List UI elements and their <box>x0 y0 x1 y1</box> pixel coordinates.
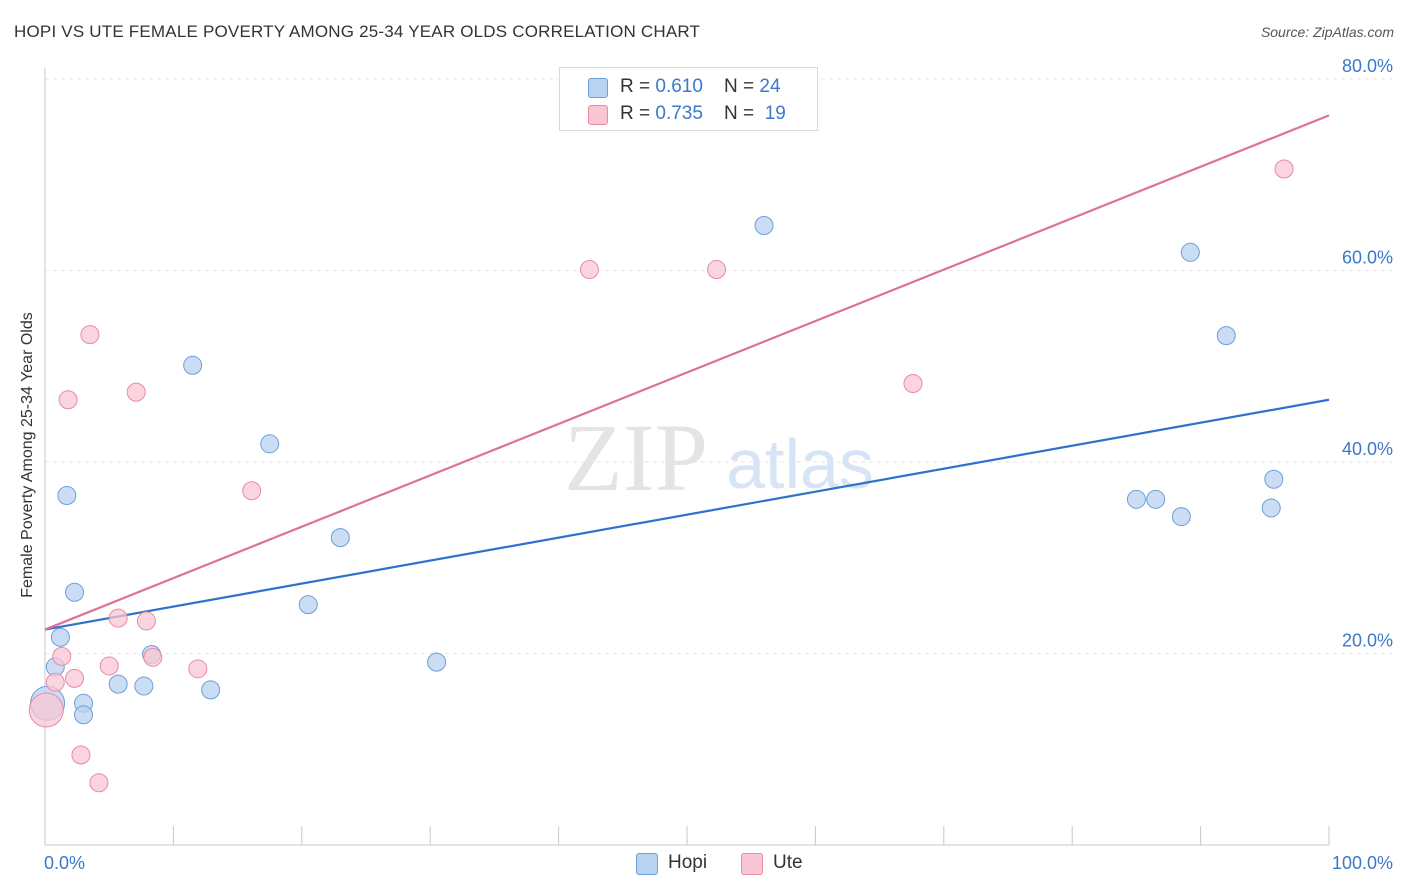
chart-title: HOPI VS UTE FEMALE POVERTY AMONG 25-34 Y… <box>14 22 701 41</box>
y-axis-label: Female Poverty Among 25-34 Year Olds <box>19 312 36 598</box>
ute-r-value: 0.735 <box>655 103 703 124</box>
hopi-point <box>57 486 77 506</box>
hopi-point <box>134 676 154 696</box>
ute-point <box>99 656 119 676</box>
hopi-point <box>1180 242 1200 262</box>
bottom-ute-swatch <box>741 853 763 875</box>
ute-point <box>903 373 923 393</box>
ute-trend-line <box>44 114 1330 631</box>
bottom-ute-label: Ute <box>773 852 803 873</box>
ute-point <box>58 390 78 410</box>
hopi-swatch <box>588 78 608 98</box>
ute-point <box>108 608 128 628</box>
ute-point <box>28 692 64 728</box>
watermark-atlas: atlas <box>726 425 874 503</box>
hopi-point <box>65 582 85 602</box>
hopi-trend-line <box>44 398 1330 631</box>
ute-point <box>52 646 72 666</box>
ute-n-label: N = <box>724 103 760 124</box>
hopi-point <box>1171 507 1191 527</box>
hopi-r-label: R = <box>620 76 656 97</box>
ute-point <box>1274 159 1294 179</box>
ute-swatch <box>588 105 608 125</box>
hopi-n-label: N = <box>724 76 760 97</box>
hopi-point <box>1146 489 1166 509</box>
hopi-point <box>1126 489 1146 509</box>
hopi-point <box>1261 498 1281 518</box>
hopi-point <box>330 528 350 548</box>
x-tick-label: 0.0% <box>44 853 85 873</box>
hopi-n-value: 24 <box>759 76 781 97</box>
hopi-point <box>260 434 280 454</box>
ute-point <box>45 672 65 692</box>
hopi-point <box>298 595 318 615</box>
ute-point <box>188 659 208 679</box>
ute-point <box>136 611 156 631</box>
hopi-point <box>427 652 447 672</box>
hopi-point <box>50 627 70 647</box>
x-tick-label: 100.0% <box>1332 853 1393 873</box>
ute-point <box>707 260 727 280</box>
ute-point <box>126 382 146 402</box>
ute-point <box>143 647 163 667</box>
hopi-point <box>74 705 94 725</box>
hopi-point <box>108 674 128 694</box>
hopi-r-value: 0.610 <box>655 76 703 97</box>
ute-r-label: R = <box>620 103 656 124</box>
ute-point <box>80 325 100 345</box>
hopi-point <box>754 215 774 235</box>
hopi-point <box>1264 469 1284 489</box>
ute-point <box>65 668 85 688</box>
correlation-legend: R = 0.610 N = 24 R = 0.735 N = 19 <box>559 67 818 131</box>
ute-point <box>242 481 262 501</box>
ute-point <box>579 260 599 280</box>
hopi-point <box>183 355 203 375</box>
bottom-hopi-swatch <box>636 853 658 875</box>
ute-n-value: 19 <box>764 103 786 124</box>
hopi-point <box>201 680 221 700</box>
y-tick-label: 60.0% <box>1342 248 1393 268</box>
bottom-hopi-label: Hopi <box>668 852 708 873</box>
y-tick-label: 20.0% <box>1342 631 1393 651</box>
source-label: Source: ZipAtlas.com <box>1260 24 1394 40</box>
y-tick-label: 80.0% <box>1342 56 1393 76</box>
ute-point <box>89 773 109 793</box>
watermark-zip: ZIP <box>564 404 708 511</box>
hopi-point <box>1216 326 1236 346</box>
ute-point <box>71 745 91 765</box>
y-tick-label: 40.0% <box>1342 439 1393 459</box>
